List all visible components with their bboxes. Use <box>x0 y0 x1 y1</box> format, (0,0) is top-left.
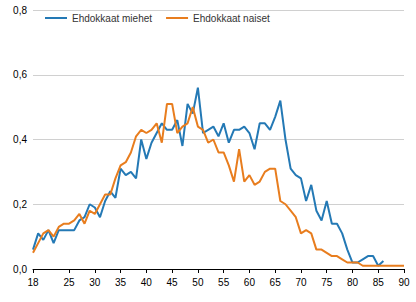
svg-text:30: 30 <box>89 277 101 288</box>
svg-text:60: 60 <box>244 277 256 288</box>
svg-text:90: 90 <box>398 277 410 288</box>
svg-text:65: 65 <box>270 277 282 288</box>
svg-text:85: 85 <box>373 277 385 288</box>
svg-text:45: 45 <box>167 277 179 288</box>
svg-text:Ehdokkaat miehet: Ehdokkaat miehet <box>72 13 152 24</box>
svg-text:0,8: 0,8 <box>13 5 27 16</box>
svg-text:Ehdokkaat naiset: Ehdokkaat naiset <box>193 13 270 24</box>
svg-text:40: 40 <box>141 277 153 288</box>
svg-text:50: 50 <box>192 277 204 288</box>
svg-text:0,0: 0,0 <box>13 264 27 275</box>
svg-text:75: 75 <box>321 277 333 288</box>
svg-text:18: 18 <box>27 277 39 288</box>
svg-text:25: 25 <box>64 277 76 288</box>
svg-text:0,4: 0,4 <box>13 134 27 145</box>
svg-text:35: 35 <box>115 277 127 288</box>
svg-text:80: 80 <box>347 277 359 288</box>
svg-text:0,6: 0,6 <box>13 69 27 80</box>
svg-text:55: 55 <box>218 277 230 288</box>
svg-text:70: 70 <box>295 277 307 288</box>
svg-text:0,2: 0,2 <box>13 199 27 210</box>
